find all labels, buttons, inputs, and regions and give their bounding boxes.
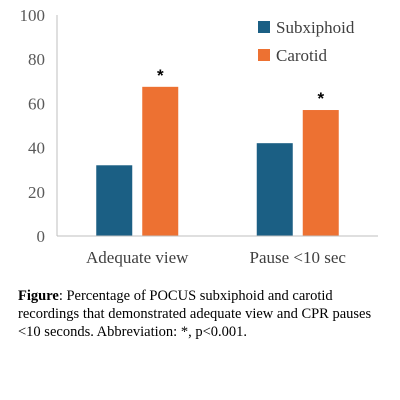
bar-carotid-1 (302, 110, 339, 236)
bar-subxiphoid-0 (96, 165, 133, 236)
y-tick-label: 40 (28, 139, 45, 158)
x-category-label: Pause <10 sec (250, 248, 347, 267)
bar-carotid-0 (142, 86, 179, 236)
y-tick-label: 0 (37, 227, 46, 246)
bar-subxiphoid-1 (256, 143, 293, 236)
y-axis-ticks: 0 20 40 60 80 100 (20, 6, 46, 246)
y-tick-label: 100 (20, 6, 46, 25)
x-category-label: Adequate view (86, 248, 189, 267)
caption-label: Figure (18, 288, 59, 304)
legend-label: Carotid (276, 46, 327, 65)
y-tick-label: 80 (28, 50, 45, 69)
legend-label: Subxiphoid (276, 18, 355, 37)
bars (96, 86, 339, 236)
significance-star: * (317, 89, 324, 108)
x-axis-labels: Adequate view Pause <10 sec (86, 248, 346, 267)
legend-swatch-carotid (258, 49, 270, 61)
y-tick-label: 20 (28, 183, 45, 202)
figure-caption: Figure: Percentage of POCUS subxiphoid a… (18, 287, 390, 341)
y-tick-label: 60 (28, 94, 45, 113)
legend-swatch-subxiphoid (258, 21, 270, 33)
legend: Subxiphoid Carotid (258, 18, 355, 65)
significance-marks: ** (157, 66, 325, 108)
significance-star: * (157, 66, 164, 85)
caption-text: : Percentage of POCUS subxiphoid and car… (18, 288, 372, 340)
